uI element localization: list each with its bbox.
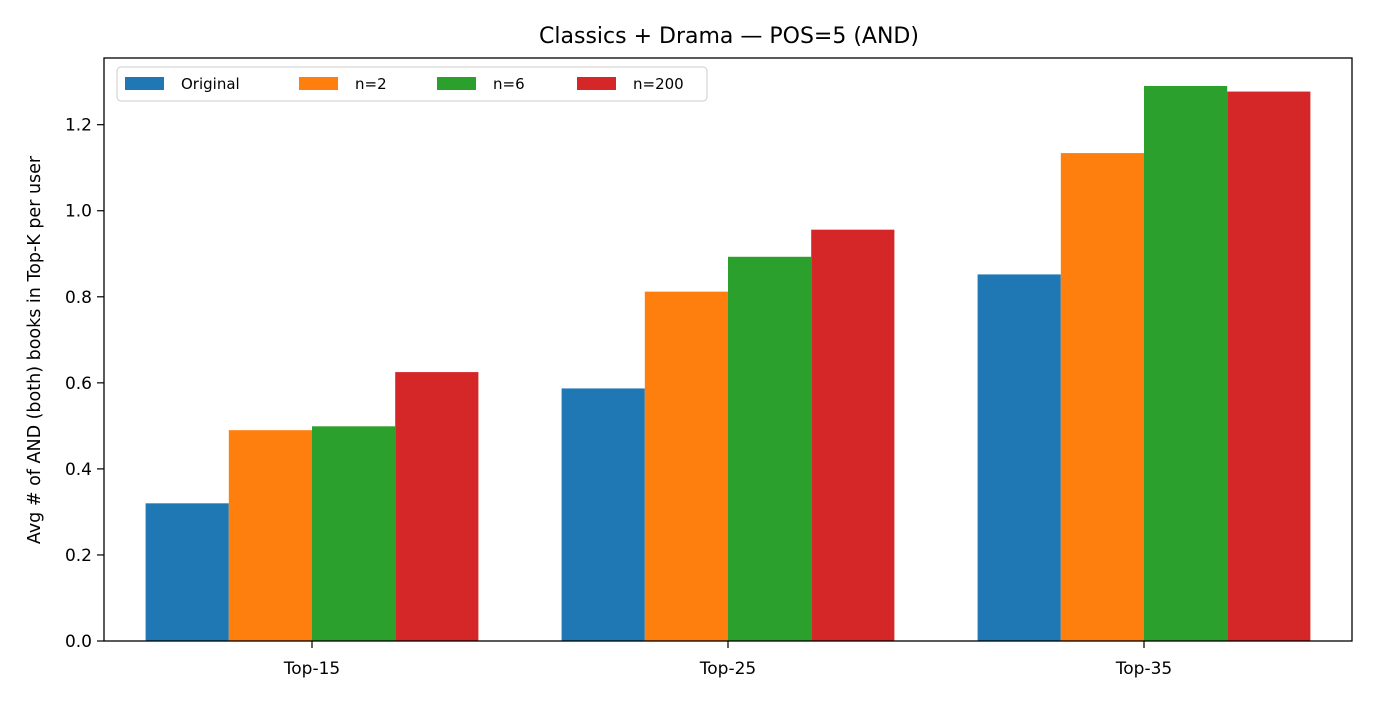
bar-n-200-top-35: [1227, 91, 1311, 641]
bar-original-top-15: [145, 503, 229, 641]
y-tick-label: 0.8: [65, 288, 92, 308]
bar-n-6-top-35: [1144, 85, 1228, 642]
legend-label: n=200: [633, 75, 684, 93]
y-axis-label: Avg # of AND (both) books in Top-K per u…: [25, 155, 45, 544]
legend-swatch: [437, 77, 476, 90]
bar-n-6-top-25: [728, 256, 812, 641]
legend-swatch: [577, 77, 616, 90]
y-tick-label: 0.0: [65, 632, 92, 652]
y-axis: 0.0 0.2 0.4 0.6 0.8 1.0 1.2: [65, 116, 104, 652]
bar-n-200-top-25: [811, 229, 895, 642]
x-tick-label: Top-35: [1115, 659, 1172, 679]
y-tick-label: 0.6: [65, 374, 92, 394]
bar-n-200-top-15: [395, 372, 479, 641]
legend-label: n=2: [355, 75, 387, 93]
y-tick-label: 1.0: [65, 202, 92, 222]
plot-frame: [103, 57, 1353, 642]
bar-original-top-35: [977, 274, 1061, 641]
x-tick-label: Top-15: [283, 659, 340, 679]
bar-n-2-top-35: [1060, 153, 1144, 641]
legend-label: n=6: [493, 75, 525, 93]
bars-group: [145, 85, 1311, 642]
legend-swatch: [125, 77, 164, 90]
legend: Original n=2 n=6 n=200: [116, 66, 708, 102]
bar-original-top-25: [561, 388, 645, 641]
y-tick-label: 0.4: [65, 460, 92, 480]
chart-title: Classics + Drama — POS=5 (AND): [539, 24, 919, 49]
legend-label: Original: [181, 75, 240, 93]
bar-n-2-top-25: [644, 291, 728, 641]
legend-swatch: [299, 77, 338, 90]
y-tick-label: 1.2: [65, 116, 92, 136]
legend-box: [116, 66, 708, 102]
x-tick-label: Top-25: [699, 659, 756, 679]
y-tick-label: 0.2: [65, 546, 92, 566]
x-axis: Top-15 Top-25 Top-35: [283, 641, 1172, 679]
bar-n-6-top-15: [312, 426, 396, 641]
bar-n-2-top-15: [228, 430, 312, 641]
